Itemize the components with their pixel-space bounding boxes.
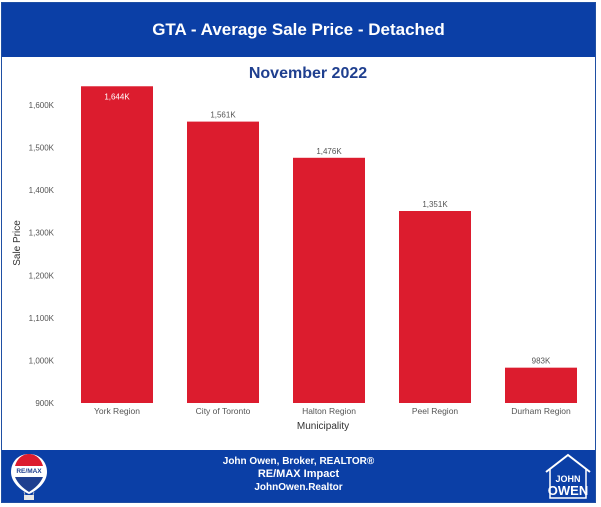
y-tick-label: 1,600K	[29, 101, 55, 110]
y-tick-label: 900K	[35, 399, 54, 408]
jo-logo-line1: JOHN	[555, 474, 581, 484]
john-owen-logo: JOHN OWEN	[542, 452, 594, 500]
bar	[505, 367, 577, 403]
data-label: 1,351K	[422, 200, 448, 209]
y-tick-label: 1,100K	[29, 314, 55, 323]
y-tick-label: 1,000K	[29, 356, 55, 365]
data-label: 1,644K	[104, 92, 130, 101]
chart-title: November 2022	[249, 65, 367, 82]
x-tick-label: Halton Region	[302, 406, 356, 416]
header-title: GTA - Average Sale Price - Detached	[152, 20, 445, 39]
data-label: 1,561K	[210, 111, 236, 120]
bar	[399, 211, 471, 403]
header-banner: GTA - Average Sale Price - Detached	[2, 3, 595, 57]
bar	[81, 86, 153, 404]
bar	[293, 157, 365, 403]
data-label: 1,476K	[316, 147, 342, 156]
footer-name: John Owen, Broker, REALTOR®	[222, 456, 375, 467]
footer-contact: John Owen, Broker, REALTOR® RE/MAX Impac…	[2, 455, 595, 494]
bars: 1,644K 1,561K 1,476K 1,351K 983K	[81, 86, 577, 404]
data-label: 983K	[532, 357, 551, 366]
bar	[187, 121, 259, 404]
y-tick-label: 1,300K	[29, 229, 55, 238]
y-tick-label: 1,200K	[29, 271, 55, 280]
footer-website: JohnOwen.Realtor	[254, 482, 343, 493]
x-axis: York Region City of Toronto Halton Region P…	[94, 406, 571, 416]
x-tick-label: City of Toronto	[196, 406, 251, 416]
remax-logo-text: RE/MAX	[16, 468, 42, 475]
remax-balloon-logo: RE/MAX	[8, 452, 50, 502]
x-tick-label: Peel Region	[412, 406, 459, 416]
jo-logo-line2: OWEN	[547, 483, 589, 498]
footer-banner: RE/MAX John Owen, Broker, REALTOR® RE/MA…	[2, 450, 595, 502]
x-tick-label: York Region	[94, 406, 140, 416]
y-tick-label: 1,500K	[29, 144, 55, 153]
x-axis-label: Municipality	[297, 421, 349, 432]
y-axis: 900K 1,000K 1,100K 1,200K 1,300K 1,400K 1,500K…	[29, 101, 55, 408]
footer-brokerage: RE/MAX Impact	[257, 468, 340, 480]
y-tick-label: 1,400K	[29, 186, 55, 195]
y-axis-label: Sale Price	[12, 220, 23, 266]
x-tick-label: Durham Region	[511, 406, 571, 416]
